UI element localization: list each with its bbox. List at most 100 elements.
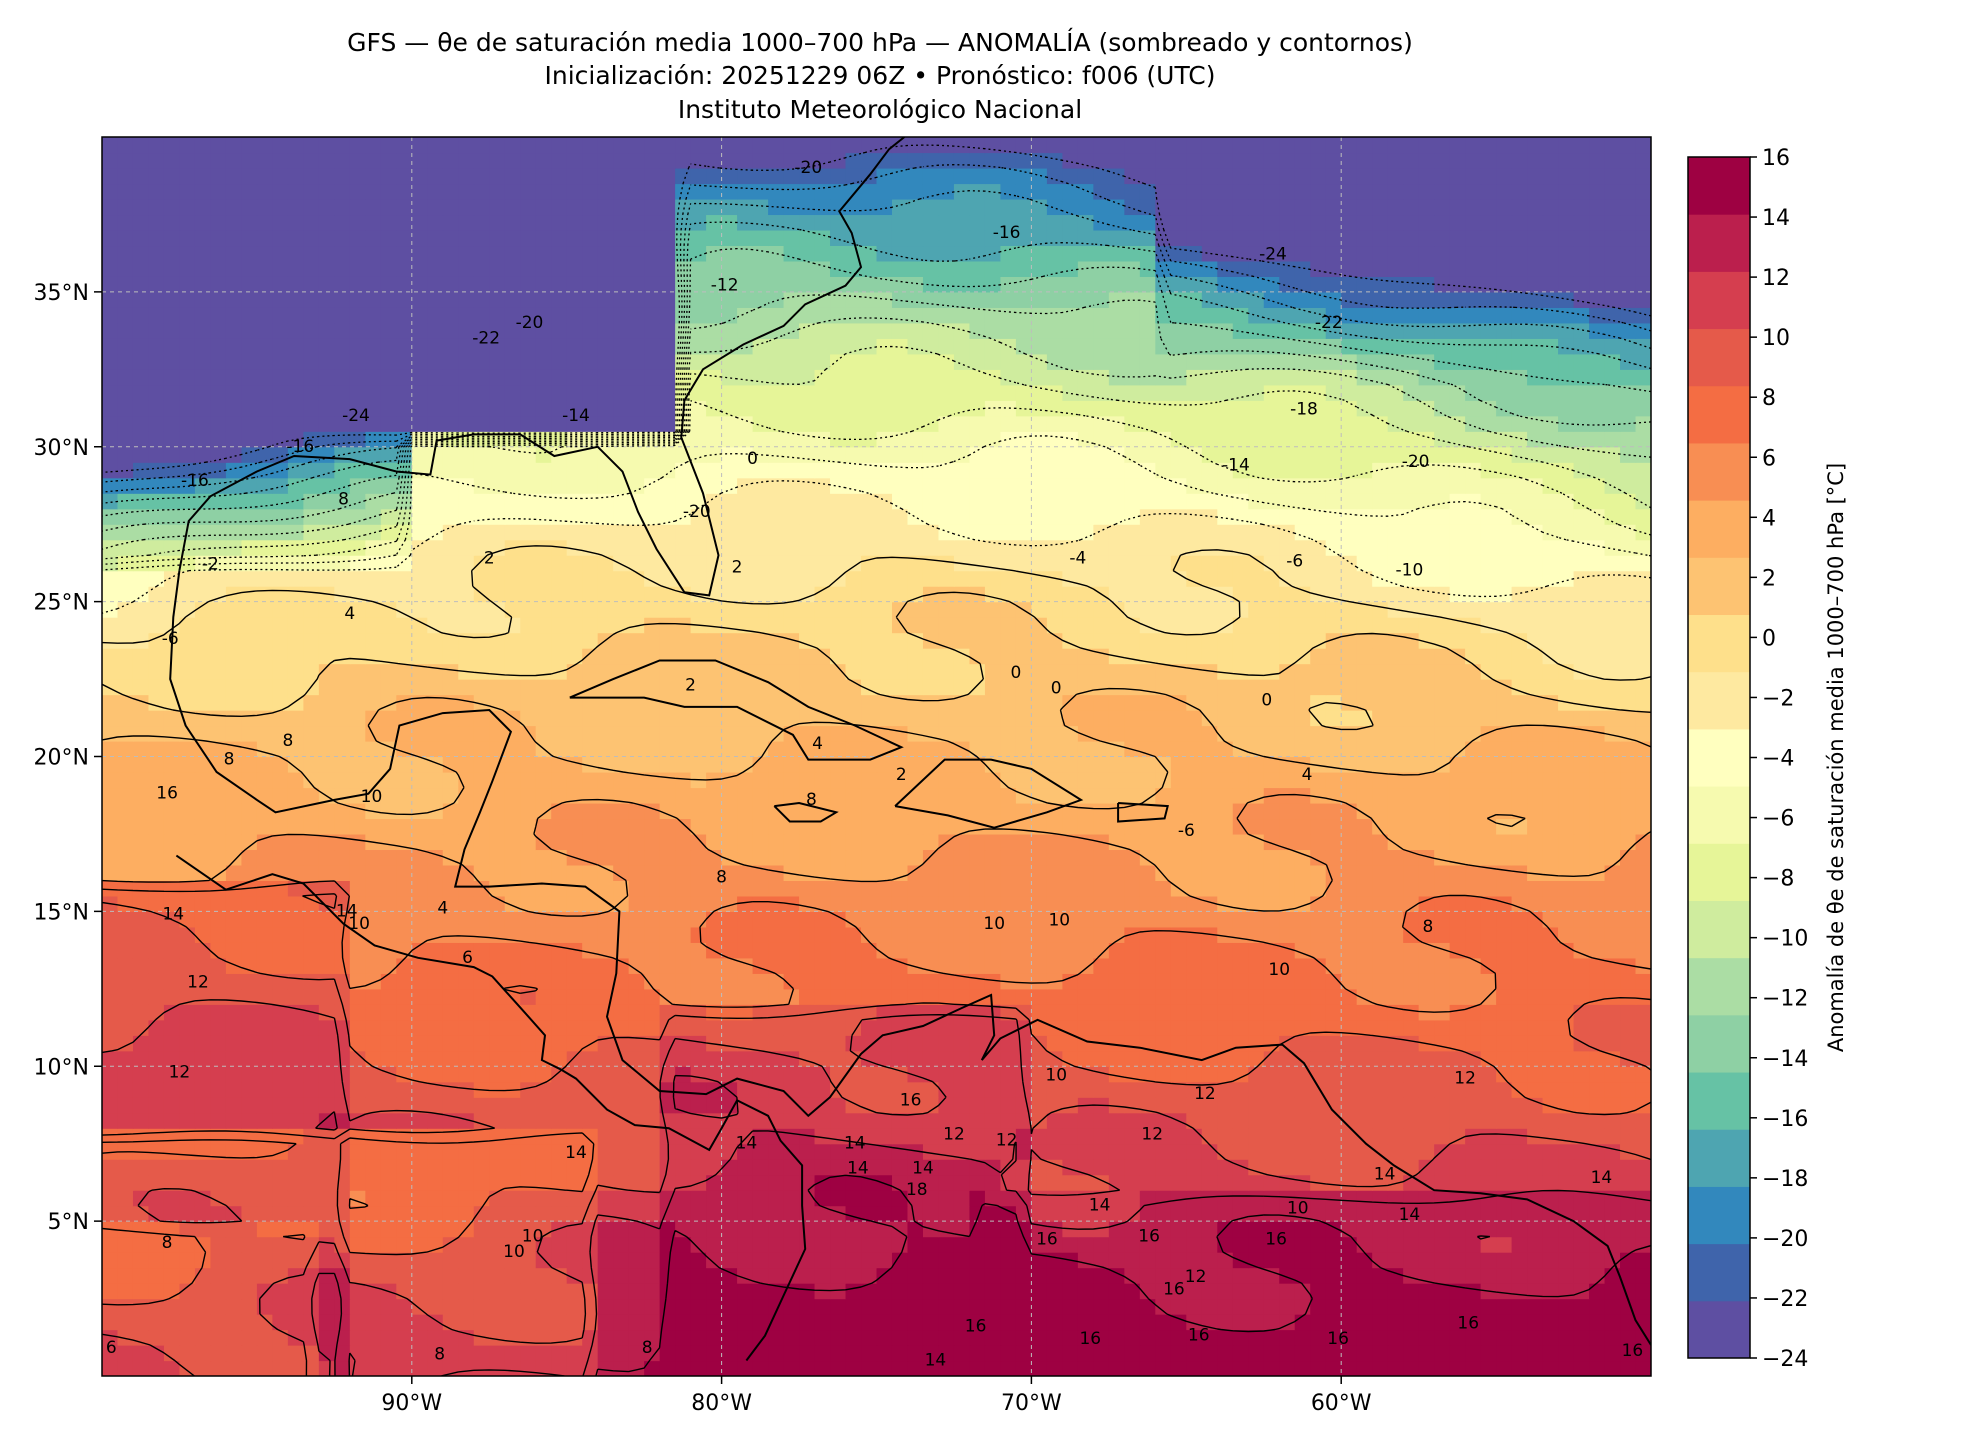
anomaly-cell [241, 617, 258, 634]
anomaly-cell [1077, 1128, 1094, 1145]
anomaly-cell [349, 1205, 366, 1222]
anomaly-cell [1155, 1019, 1172, 1036]
anomaly-cell [458, 1143, 475, 1160]
anomaly-cell [411, 988, 428, 1005]
anomaly-cell [535, 895, 552, 912]
anomaly-cell [830, 988, 847, 1005]
anomaly-cell [752, 880, 769, 897]
anomaly-cell [953, 1066, 971, 1083]
anomaly-cell [117, 771, 134, 789]
anomaly-cell [876, 787, 893, 804]
anomaly-cell [1139, 725, 1156, 742]
anomaly-cell [737, 988, 754, 1005]
anomaly-cell [303, 1112, 320, 1129]
anomaly-cell [318, 1252, 335, 1269]
anomaly-cell [194, 725, 212, 742]
anomaly-cell [938, 1329, 955, 1346]
anomaly-cell [1403, 1314, 1420, 1331]
anomaly-cell [799, 1314, 816, 1331]
anomaly-cell [783, 880, 800, 897]
anomaly-cell [1341, 1221, 1358, 1238]
anomaly-cell [907, 1097, 924, 1114]
anomaly-cell [644, 756, 661, 773]
anomaly-cell [303, 694, 320, 711]
anomaly-cell [334, 632, 351, 649]
anomaly-cell [1077, 1205, 1094, 1222]
anomaly-cell [1403, 617, 1420, 634]
anomaly-cell [628, 648, 645, 665]
anomaly-cell [566, 632, 583, 649]
anomaly-cell [148, 1283, 165, 1300]
anomaly-cell [1434, 1205, 1451, 1222]
anomaly-cell [830, 1035, 847, 1052]
anomaly-cell [1108, 1159, 1125, 1176]
anomaly-cell [1015, 710, 1032, 727]
anomaly-cell [845, 617, 862, 634]
anomaly-cell [861, 1283, 878, 1300]
anomaly-cell [1558, 632, 1575, 649]
anomaly-cell [582, 1097, 599, 1114]
anomaly-cell [489, 942, 506, 959]
anomaly-cell [380, 802, 397, 820]
anomaly-cell [1511, 741, 1528, 758]
anomaly-cell [318, 1298, 335, 1315]
anomaly-cell [1604, 1174, 1621, 1191]
anomaly-cell [458, 632, 475, 649]
anomaly-cell [427, 1019, 444, 1036]
anomaly-cell [272, 911, 289, 928]
anomaly-cell [1015, 1035, 1032, 1052]
anomaly-cell [225, 895, 243, 912]
anomaly-cell [907, 1050, 924, 1067]
anomaly-cell [891, 864, 909, 881]
anomaly-cell [1046, 648, 1063, 665]
anomaly-cell [535, 756, 552, 773]
anomaly-cell [1604, 1205, 1621, 1222]
anomaly-cell [458, 1081, 475, 1098]
anomaly-cell [721, 694, 738, 711]
anomaly-cell [411, 1267, 428, 1284]
anomaly-cell [349, 741, 366, 758]
anomaly-cell [132, 1283, 150, 1300]
anomaly-cell [411, 1298, 428, 1315]
anomaly-cell [1294, 895, 1311, 912]
anomaly-cell [1186, 632, 1203, 649]
anomaly-cell [396, 1329, 413, 1346]
anomaly-cell [1279, 617, 1296, 634]
anomaly-cell [814, 1329, 831, 1346]
anomaly-cell [675, 725, 692, 742]
anomaly-cell [473, 1097, 490, 1114]
anomaly-cell [1155, 818, 1172, 835]
anomaly-cell [799, 942, 816, 959]
anomaly-cell [1542, 787, 1559, 804]
anomaly-cell [938, 648, 955, 665]
anomaly-cell [876, 1019, 893, 1036]
anomaly-cell [1248, 1345, 1265, 1362]
anomaly-cell [861, 895, 878, 912]
anomaly-cell [318, 1345, 335, 1362]
anomaly-cell [1170, 1252, 1187, 1269]
anomaly-cell [1124, 1081, 1141, 1098]
anomaly-cell [659, 942, 676, 959]
anomaly-cell [1356, 802, 1373, 820]
anomaly-cell [132, 1360, 150, 1376]
anomaly-cell [1031, 1174, 1048, 1191]
anomaly-cell [102, 1035, 119, 1052]
anomaly-cell [225, 1314, 243, 1331]
anomaly-cell [984, 1112, 1002, 1129]
anomaly-cell [1558, 710, 1575, 727]
anomaly-cell [1170, 1174, 1187, 1191]
anomaly-cell [551, 601, 568, 618]
anomaly-cell [953, 1050, 971, 1067]
anomaly-cell [1465, 1112, 1482, 1129]
anomaly-cell [706, 1205, 723, 1222]
anomaly-cell [520, 1159, 537, 1176]
anomaly-cell [737, 911, 754, 928]
anomaly-cell [690, 1314, 707, 1331]
anomaly-cell [1217, 942, 1234, 959]
anomaly-cell [1341, 1004, 1358, 1021]
anomaly-cell [179, 648, 196, 665]
anomaly-cell [520, 1143, 537, 1160]
anomaly-cell [1263, 849, 1280, 866]
anomaly-cell [365, 864, 382, 881]
anomaly-cell [427, 710, 444, 727]
